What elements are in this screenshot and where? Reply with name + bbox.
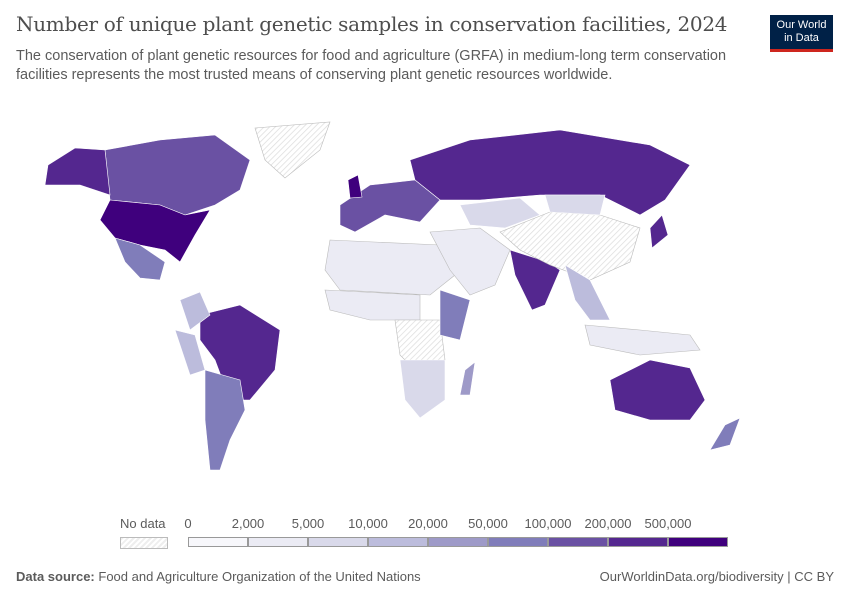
- country-japan[interactable]: [649, 214, 669, 249]
- world-map[interactable]: [0, 110, 850, 510]
- source-link[interactable]: OurWorldinData.org/biodiversity | CC BY: [599, 569, 834, 584]
- legend-tick-label: 0: [184, 516, 192, 531]
- legend-bin[interactable]: [308, 537, 368, 547]
- legend-bin[interactable]: [488, 537, 548, 547]
- logo-text: Our World: [776, 19, 827, 31]
- country-middle-east[interactable]: [429, 227, 511, 296]
- country-brazil[interactable]: [199, 304, 281, 401]
- country-madagascar[interactable]: [459, 361, 476, 396]
- legend-bin[interactable]: [668, 537, 728, 547]
- legend-tick-label: 20,000: [408, 516, 448, 531]
- country-greenland[interactable]: [254, 121, 331, 179]
- chart-subtitle: The conservation of plant genetic resour…: [16, 48, 727, 83]
- legend-bin[interactable]: [188, 537, 248, 547]
- country-west-africa[interactable]: [324, 289, 421, 321]
- logo-text: in Data: [784, 32, 819, 44]
- country-argentina[interactable]: [204, 369, 246, 471]
- country-united-kingdom[interactable]: [347, 174, 363, 199]
- country-alaska[interactable]: [44, 147, 111, 196]
- legend-tick-label: 100,000: [524, 516, 572, 531]
- legend-bin[interactable]: [248, 537, 308, 547]
- map-legend: No data 0 2,000 5,000 10,000 20,000 50,000 100…: [0, 516, 850, 556]
- legend-no-data-label: No data: [120, 516, 166, 531]
- legend-bin[interactable]: [548, 537, 608, 547]
- legend-tick-label: 5,000: [291, 516, 325, 531]
- legend-bin[interactable]: [428, 537, 488, 547]
- source-label: Data source:: [16, 569, 95, 584]
- country-indonesia[interactable]: [584, 324, 701, 356]
- source-text: Food and Agriculture Organization of the…: [98, 569, 421, 584]
- chart-title: Number of unique plant genetic samples i…: [16, 12, 728, 36]
- country-mexico[interactable]: [114, 237, 166, 281]
- legend-bin[interactable]: [368, 537, 428, 547]
- legend-tick-label: 10,000: [348, 516, 388, 531]
- country-mongolia[interactable]: [544, 194, 606, 216]
- legend-tick-label: 500,000: [644, 516, 692, 531]
- country-ethiopia[interactable]: [439, 289, 471, 341]
- country-united-states[interactable]: [99, 199, 211, 263]
- legend-bin[interactable]: [608, 537, 668, 547]
- owid-logo[interactable]: Our World in Data: [770, 15, 833, 52]
- legend-tick-label: 200,000: [584, 516, 632, 531]
- country-colombia[interactable]: [179, 291, 211, 331]
- country-southeast-asia[interactable]: [564, 264, 611, 321]
- legend-tick-label: 2,000: [231, 516, 265, 531]
- country-new-zealand[interactable]: [709, 417, 741, 451]
- legend-no-data-swatch: [120, 537, 168, 549]
- country-western-europe[interactable]: [339, 179, 441, 233]
- country-kazakhstan[interactable]: [459, 197, 541, 229]
- data-source: Data source: Food and Agriculture Organi…: [16, 569, 421, 584]
- country-peru[interactable]: [174, 329, 206, 376]
- country-southern-africa[interactable]: [399, 359, 446, 419]
- country-north-africa[interactable]: [324, 239, 456, 296]
- country-australia[interactable]: [609, 359, 706, 421]
- legend-tick-label: 50,000: [468, 516, 508, 531]
